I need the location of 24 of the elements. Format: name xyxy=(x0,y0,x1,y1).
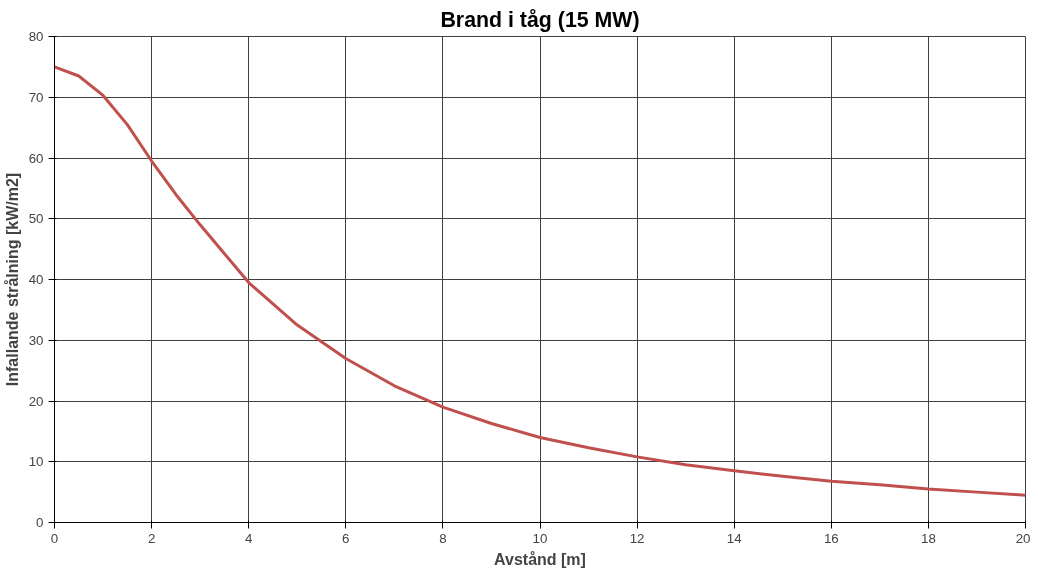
x-tick-label: 6 xyxy=(342,530,350,546)
y-tick-label: 80 xyxy=(28,29,44,44)
x-tick-label: 18 xyxy=(920,530,936,546)
line-series xyxy=(54,65,1026,497)
x-tick-label: 8 xyxy=(439,530,447,546)
x-tick-label: 12 xyxy=(629,530,645,546)
x-tick-label: 14 xyxy=(726,530,743,546)
y-tick-label: 60 xyxy=(28,150,44,166)
x-axis-title: Avstånd [m] xyxy=(494,550,586,568)
y-tick-label: 10 xyxy=(28,454,44,470)
y-tick-label: 70 xyxy=(28,89,44,105)
x-tick-label: 20 xyxy=(1015,530,1031,546)
x-tick-label: 4 xyxy=(244,530,253,546)
chart-title: Brand i tåg (15 MW) xyxy=(440,7,640,32)
y-axis-title: Infallande strålning [kW/m2] xyxy=(3,172,21,387)
y-tick-label: 0 xyxy=(36,515,44,530)
x-tick-label: 2 xyxy=(147,530,156,546)
y-tick-label: 50 xyxy=(28,211,44,227)
y-tick-label: 40 xyxy=(28,272,44,287)
x-tick-label: 0 xyxy=(50,530,59,546)
y-tick-label: 30 xyxy=(28,332,44,348)
y-tick-label: 20 xyxy=(28,393,44,409)
x-tick-label: 10 xyxy=(532,530,548,546)
x-tick-label: 16 xyxy=(823,530,839,546)
